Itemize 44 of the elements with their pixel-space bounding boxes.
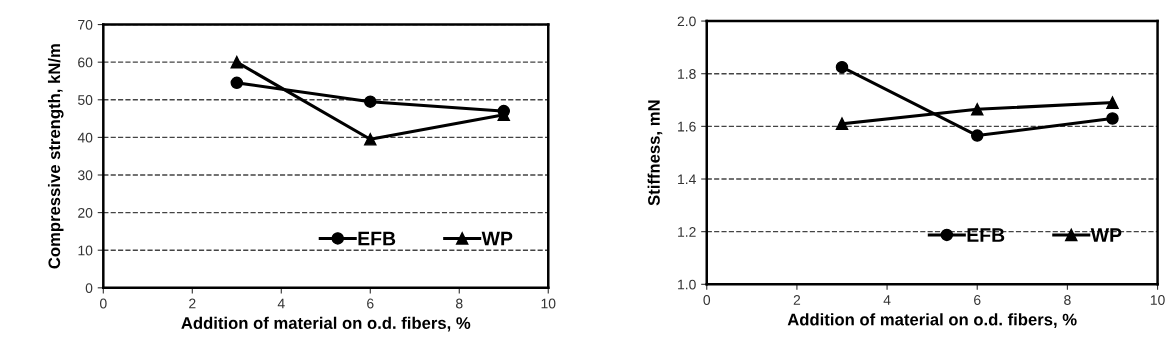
legend-label: EFB bbox=[967, 228, 1005, 242]
y-tick-label: 60 bbox=[78, 57, 93, 68]
y-tick-label: 1.8 bbox=[678, 69, 696, 79]
x-tick-label: 2 bbox=[793, 295, 801, 305]
y-tick-label: 1.2 bbox=[678, 226, 696, 237]
legend-label: WP bbox=[481, 231, 513, 246]
y-axis-title: Stiffness, mN bbox=[647, 100, 663, 206]
point bbox=[230, 55, 244, 69]
y-tick-label: 1.4 bbox=[678, 174, 696, 185]
y-tick-label: 70 bbox=[78, 19, 93, 30]
x-tick-label: 8 bbox=[1064, 295, 1071, 305]
y-tick-label: 20 bbox=[78, 207, 93, 218]
point bbox=[230, 76, 244, 90]
y-tick-label: 1.6 bbox=[678, 121, 696, 132]
y-axis-title: Compressive strength, kN/m bbox=[47, 44, 64, 269]
x-tick-label: 10 bbox=[1150, 295, 1165, 305]
x-tick-label: 4 bbox=[277, 298, 285, 309]
y-tick-label: 0 bbox=[85, 283, 93, 293]
x-tick-label: 8 bbox=[456, 298, 463, 309]
legend-label: EFB bbox=[358, 231, 396, 246]
point bbox=[364, 133, 377, 146]
x-axis-title: Addition of material on o.d. fibers, % bbox=[181, 316, 471, 332]
point bbox=[1106, 96, 1119, 109]
x-tick-label: 6 bbox=[367, 298, 374, 309]
point bbox=[1106, 112, 1119, 125]
y-tick-label: 40 bbox=[77, 132, 93, 143]
legend-label: WP bbox=[1090, 228, 1122, 242]
point bbox=[970, 102, 984, 116]
y-tick-label: 30 bbox=[77, 170, 93, 181]
point bbox=[970, 129, 984, 142]
point bbox=[835, 60, 849, 74]
x-tick-label: 2 bbox=[189, 298, 196, 309]
x-tick-label: 0 bbox=[703, 295, 711, 305]
point bbox=[835, 117, 849, 130]
x-tick-label: 10 bbox=[541, 298, 556, 309]
x-tick-label: 0 bbox=[99, 298, 107, 309]
y-tick-label: 50 bbox=[78, 95, 93, 105]
y-tick-label: 10 bbox=[78, 245, 93, 256]
x-axis-title: Addition of material on o.d. fibers, % bbox=[787, 313, 1077, 328]
y-tick-label: 2.0 bbox=[677, 16, 696, 27]
x-tick-label: 4 bbox=[883, 295, 891, 305]
point bbox=[364, 95, 377, 108]
y-tick-label: 1.0 bbox=[678, 279, 696, 290]
x-tick-label: 6 bbox=[974, 295, 981, 305]
